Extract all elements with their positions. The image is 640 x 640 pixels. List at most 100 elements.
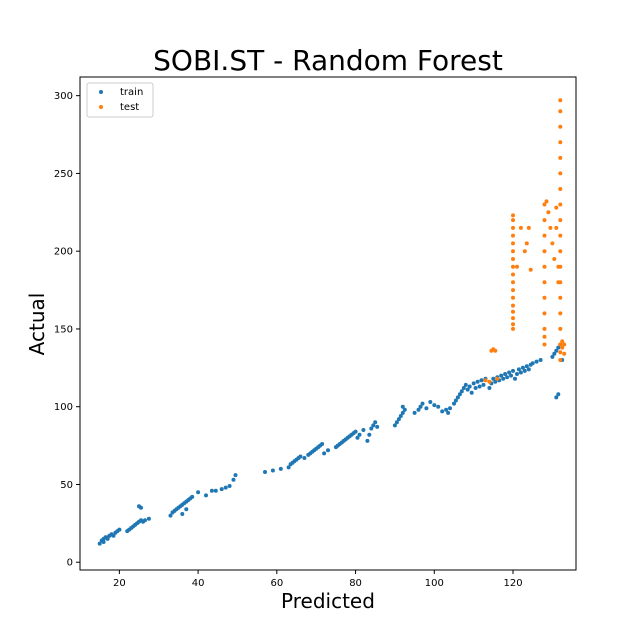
test-point [558,109,563,114]
train-point [231,477,236,482]
train-point [481,382,486,387]
y-tick-label: 200 [54,247,73,258]
train-point [369,426,374,431]
train-point [233,473,238,478]
test-point [558,124,563,129]
train-point [416,407,421,412]
train-point [146,516,151,521]
test-point [528,267,533,272]
train-point [556,392,561,397]
test-point [542,233,547,238]
train-point [469,390,474,395]
test-point [560,345,565,350]
legend-label-train: train [120,87,143,98]
train-point [111,533,116,538]
test-point [511,257,515,261]
train-point [511,368,515,373]
test-point [558,280,563,285]
test-point [511,218,515,223]
test-point [515,264,519,269]
test-point [511,309,515,314]
test-point [558,249,563,254]
test-point [487,379,492,384]
train-point [524,364,529,369]
train-point [139,505,143,510]
legend: train test [86,82,154,118]
train-point [538,358,543,362]
test-point [558,295,563,300]
test-point [558,358,563,362]
train-point [394,420,399,425]
test-point [511,326,515,331]
x-axis-label: Predicted [281,589,375,613]
test-point [511,225,515,230]
train-point [219,487,224,492]
x-tick-label: 60 [270,578,283,589]
test-point [558,218,563,223]
test-point [542,311,547,316]
test-point [558,202,563,207]
train-point [530,361,535,366]
train-point [446,410,451,415]
test-point [511,295,515,300]
x-tick-label: 20 [113,578,126,589]
plot-marks [97,98,567,546]
test-point [511,322,515,327]
test-point [522,249,527,254]
train-point [227,484,232,488]
train-point [461,386,466,390]
train-point [278,466,283,471]
train-point [97,541,102,546]
train-point [412,410,417,415]
train-point [452,401,456,406]
train-point [355,435,360,440]
train-point [554,395,559,400]
y-tick-label: 0 [67,558,73,569]
train-point [396,417,401,422]
train-point [477,384,482,389]
train-point [473,386,478,390]
train-point [117,527,122,532]
train-point [286,465,291,470]
train-point [475,379,480,384]
test-point [558,98,563,103]
test-point [483,378,488,383]
test-point [495,376,500,381]
test-point [544,199,549,204]
train-point [209,488,214,493]
y-tick-label: 300 [54,91,73,102]
test-point [493,348,498,353]
test-point [562,351,567,356]
train-point [180,512,185,516]
train-point [105,535,110,540]
test-point [524,241,529,246]
train-point [471,381,476,386]
test-point [542,295,547,300]
train-point [554,348,559,353]
test-point [558,233,563,238]
legend-marker-train [99,90,103,94]
x-tick-label: 100 [425,578,444,589]
train-point [320,442,325,446]
train-point [196,490,201,495]
test-point [511,288,515,293]
train-point [418,404,423,409]
train-point [465,387,470,392]
y-axis-label: Actual [25,293,49,356]
test-point [550,241,555,246]
train-point [459,389,464,394]
test-point [526,225,531,230]
legend-marker-test [99,105,103,109]
train-point [420,401,425,406]
train-point [298,454,303,459]
train-point [509,373,513,378]
test-point [558,187,563,191]
test-point [511,272,515,277]
test-point [546,210,551,215]
train-point [499,373,504,378]
train-point [515,372,519,376]
test-point [560,339,565,344]
train-point [503,372,508,376]
y-tick-label: 50 [60,480,73,491]
test-point [511,280,515,285]
